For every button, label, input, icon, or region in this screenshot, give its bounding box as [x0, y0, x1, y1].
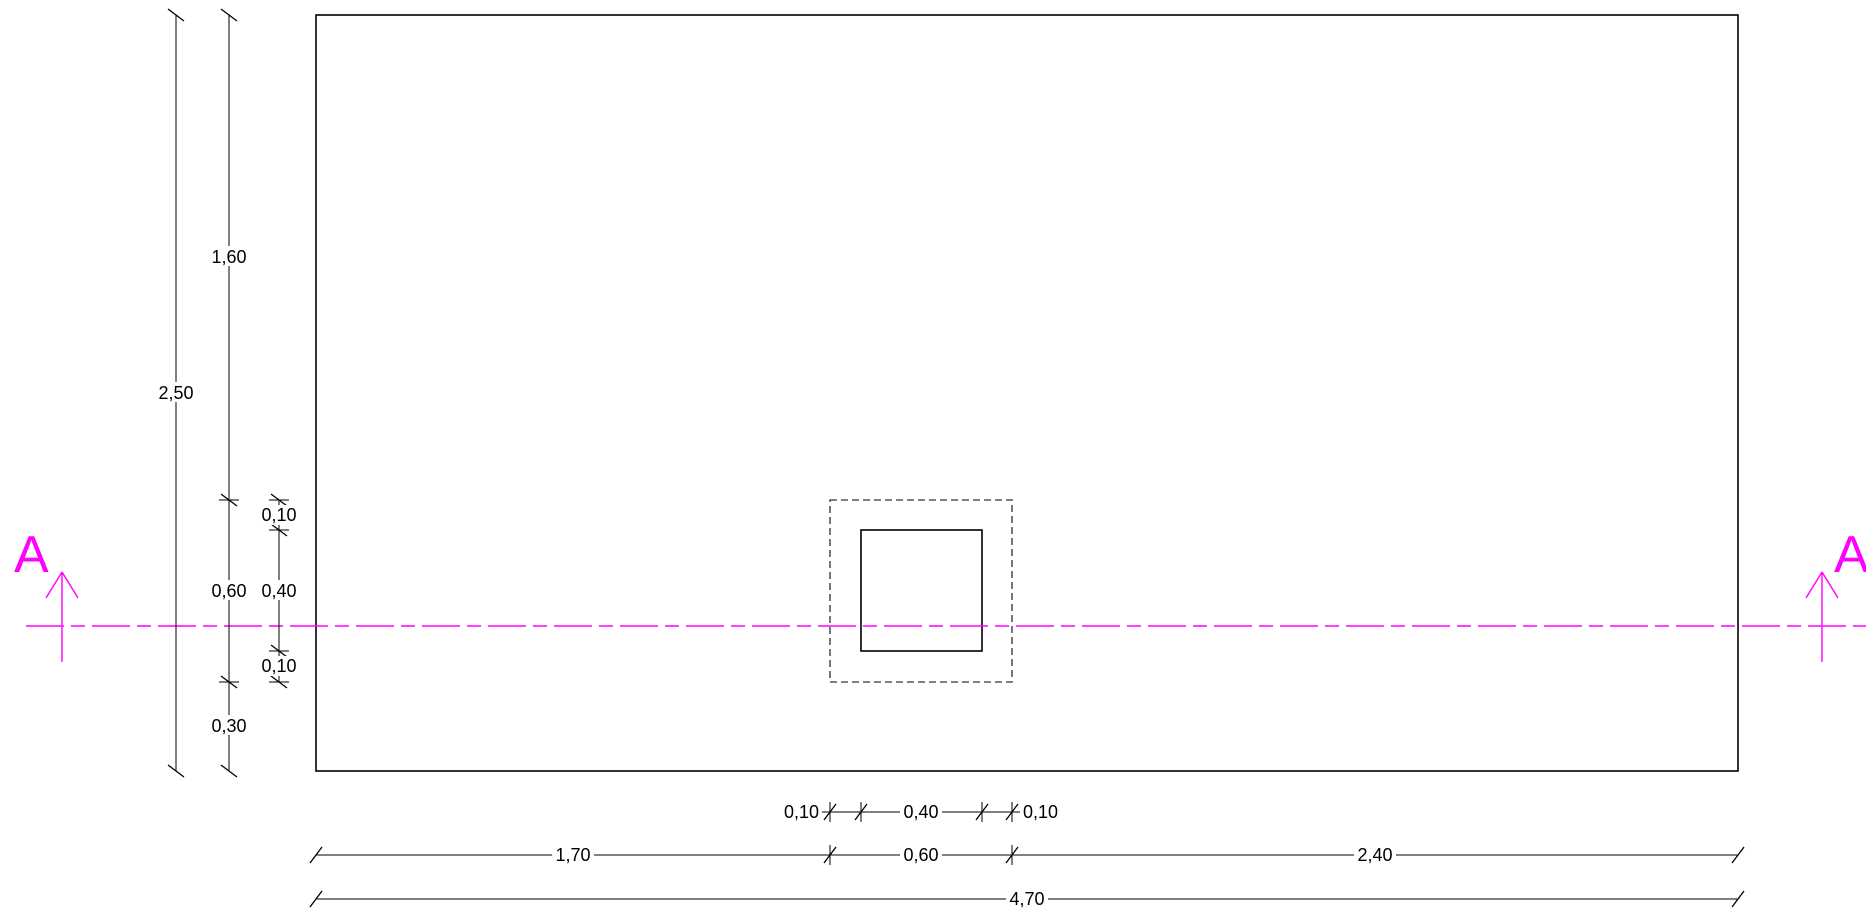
section-label-left: A	[14, 526, 49, 584]
dim-tick	[309, 846, 323, 864]
dim-label-horizontal-inner-left: 0,10	[784, 802, 819, 822]
dim-vertical-total: 2,50	[155, 8, 197, 778]
dim-tick	[220, 8, 238, 22]
section-arrow-right-head-a	[1805, 571, 1823, 599]
dim-tick	[1731, 846, 1745, 864]
dim-label-horizontal-inner-right: 0,10	[1023, 802, 1058, 822]
dim-horizontal-chain: 1,70 0,60 2,40	[309, 845, 1745, 865]
dim-label-vertical-inner-bottom: 0,10	[261, 656, 296, 676]
dim-label-horizontal-middle: 0,60	[903, 845, 938, 865]
dim-horizontal-inner-chain: 0,10 0,40 0,10	[784, 802, 1058, 822]
dim-horizontal-total: 4,70	[309, 889, 1745, 909]
section-arrow-left-head-b	[61, 571, 79, 599]
section-arrow-right-head-b	[1821, 571, 1839, 599]
pedestal-hidden-outline	[829, 499, 1013, 683]
dim-tick	[220, 764, 238, 778]
section-arrow-right	[1805, 571, 1839, 662]
section-arrow-left-head-a	[45, 571, 63, 599]
dim-label-horizontal-total: 4,70	[1009, 889, 1044, 909]
section-cut-a-a: A A	[14, 526, 1866, 662]
dim-tick	[309, 890, 323, 908]
slab-outline	[315, 14, 1739, 772]
dim-tick	[167, 764, 185, 778]
dim-label-vertical-total: 2,50	[158, 383, 193, 403]
dim-label-vertical-bottom: 0,30	[211, 716, 246, 736]
dim-vertical-chain: 1,60 0,60 0,30	[208, 8, 250, 778]
dim-vertical-inner-chain: 0,10 0,40 0,10	[258, 493, 300, 689]
section-label-right: A	[1834, 526, 1866, 584]
dim-label-vertical-inner-middle: 0,40	[261, 581, 296, 601]
dim-label-vertical-top: 1,60	[211, 247, 246, 267]
dim-label-horizontal-inner-middle: 0,40	[903, 802, 938, 822]
dim-label-horizontal-right: 2,40	[1357, 845, 1392, 865]
dim-label-vertical-inner-top: 0,10	[261, 505, 296, 525]
section-arrow-left	[45, 571, 79, 662]
dim-tick	[167, 8, 185, 22]
dim-tick	[1731, 890, 1745, 908]
dim-label-vertical-middle: 0,60	[211, 581, 246, 601]
dim-label-horizontal-left: 1,70	[555, 845, 590, 865]
column-outline	[860, 529, 983, 652]
